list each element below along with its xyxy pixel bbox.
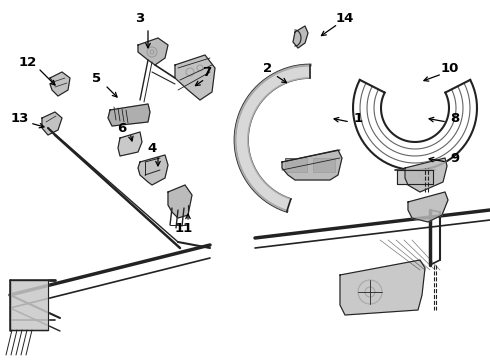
Polygon shape bbox=[408, 192, 448, 222]
Polygon shape bbox=[405, 158, 447, 192]
Text: 9: 9 bbox=[450, 152, 460, 165]
Text: 14: 14 bbox=[336, 12, 354, 24]
Text: 6: 6 bbox=[118, 122, 126, 135]
Polygon shape bbox=[108, 104, 150, 126]
Bar bbox=[313, 158, 335, 172]
Text: 11: 11 bbox=[175, 221, 193, 234]
Text: 8: 8 bbox=[450, 112, 460, 125]
Polygon shape bbox=[118, 132, 142, 156]
Text: 1: 1 bbox=[353, 112, 363, 125]
Polygon shape bbox=[138, 38, 168, 65]
Text: 13: 13 bbox=[11, 112, 29, 125]
Polygon shape bbox=[235, 65, 310, 211]
Bar bbox=[285, 158, 307, 172]
Polygon shape bbox=[175, 55, 215, 100]
Polygon shape bbox=[50, 72, 70, 96]
Text: 3: 3 bbox=[135, 12, 145, 24]
Polygon shape bbox=[282, 150, 342, 180]
Text: 10: 10 bbox=[441, 62, 459, 75]
Text: 2: 2 bbox=[264, 62, 272, 75]
Text: 5: 5 bbox=[93, 72, 101, 85]
Polygon shape bbox=[293, 26, 308, 48]
Text: 7: 7 bbox=[202, 66, 212, 78]
Polygon shape bbox=[42, 112, 62, 135]
Polygon shape bbox=[397, 170, 433, 184]
Polygon shape bbox=[138, 155, 168, 185]
Polygon shape bbox=[340, 260, 425, 315]
Text: 12: 12 bbox=[19, 55, 37, 68]
Polygon shape bbox=[168, 185, 192, 218]
Text: 4: 4 bbox=[147, 141, 157, 154]
Polygon shape bbox=[10, 280, 48, 330]
